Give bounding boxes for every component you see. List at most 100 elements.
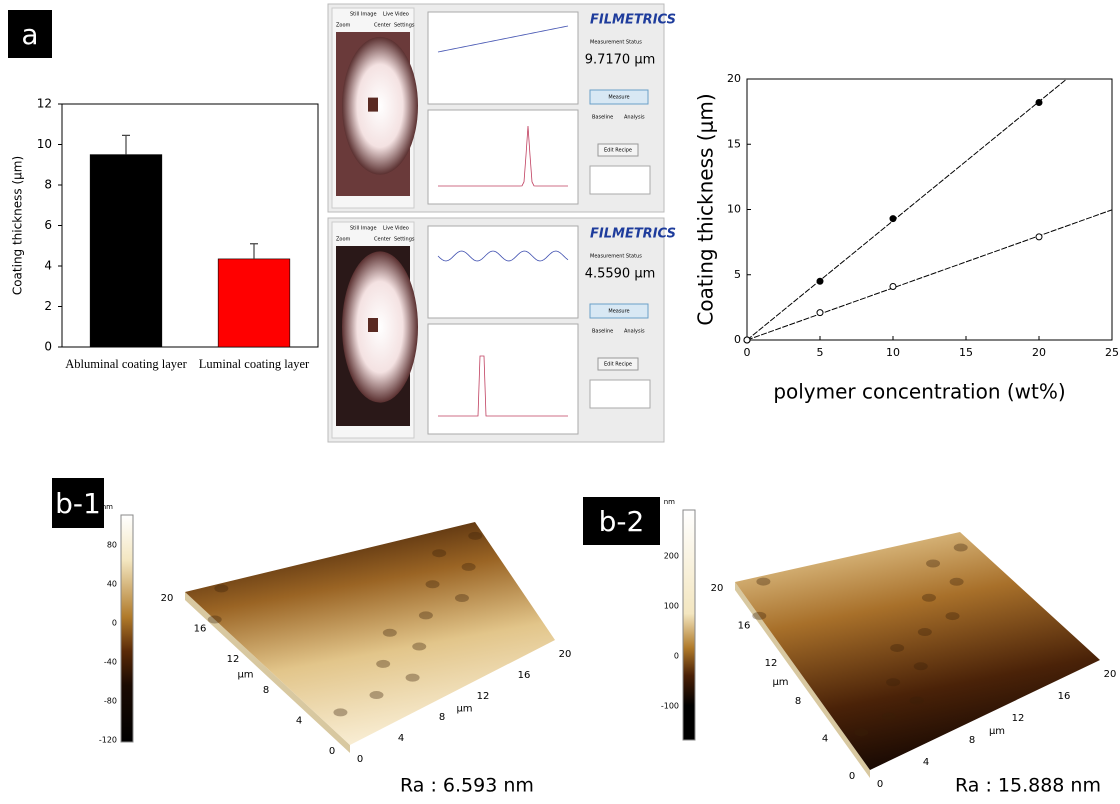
camera-glow bbox=[342, 37, 418, 175]
camera-glow bbox=[342, 251, 418, 402]
brand: FILMETRICS bbox=[590, 227, 676, 242]
button: Center bbox=[374, 237, 392, 243]
status-label: Measurement Status bbox=[590, 254, 642, 260]
action: Baseline bbox=[592, 115, 613, 121]
x-tick-label: Abluminal coating layer bbox=[65, 357, 187, 371]
fit-line bbox=[747, 42, 1112, 340]
panel-label: b-2 bbox=[599, 505, 645, 538]
y-tick-label: 6 bbox=[44, 218, 52, 232]
axis-tick: 8 bbox=[263, 685, 269, 696]
axis-tick: 0 bbox=[849, 771, 855, 782]
axis-tick: 4 bbox=[398, 733, 404, 744]
surface-pit bbox=[756, 578, 770, 586]
colorbar-unit: nm bbox=[664, 498, 675, 506]
surface-pit bbox=[383, 629, 397, 637]
data-point bbox=[890, 216, 896, 222]
data-point bbox=[1036, 99, 1042, 105]
bar bbox=[90, 155, 162, 347]
zoom-label: Zoom bbox=[336, 23, 351, 29]
colorbar-tick: -120 bbox=[99, 736, 117, 745]
axis-unit: μm bbox=[989, 726, 1005, 737]
roughness: Ra : 15.888 nm bbox=[955, 775, 1101, 797]
data-point bbox=[890, 283, 896, 289]
axis-unit: μm bbox=[456, 704, 472, 715]
axis-tick: 12 bbox=[227, 654, 240, 665]
axis-tick: 4 bbox=[923, 757, 929, 768]
thickness-value: 9.7170 μm bbox=[585, 53, 656, 68]
action: Analysis bbox=[624, 115, 645, 121]
axis-tick: 12 bbox=[1012, 713, 1025, 724]
y-tick-label: 5 bbox=[734, 268, 741, 281]
plot-frame bbox=[747, 79, 1112, 340]
button: Settings bbox=[394, 23, 415, 29]
x-tick-label: 0 bbox=[744, 346, 751, 359]
axis-tick: 20 bbox=[559, 649, 572, 660]
graph-pane bbox=[428, 110, 578, 204]
surface-pit bbox=[370, 691, 384, 699]
data-point bbox=[1036, 234, 1042, 240]
surface-pit bbox=[376, 660, 390, 668]
button: Center bbox=[374, 23, 392, 29]
result-box bbox=[590, 166, 650, 194]
roughness: Ra : 6.593 nm bbox=[400, 775, 534, 797]
y-tick-label: 0 bbox=[734, 333, 741, 346]
colorbar-unit: nm bbox=[102, 503, 113, 511]
panel-label: b-1 bbox=[55, 487, 101, 520]
axis-tick: 16 bbox=[738, 621, 751, 632]
surface-pit bbox=[910, 697, 924, 705]
data-point bbox=[817, 278, 823, 284]
error-bar bbox=[250, 244, 258, 259]
y-tick-label: 12 bbox=[37, 97, 52, 111]
y-tick-label: 20 bbox=[727, 72, 741, 85]
axis-tick: 16 bbox=[1058, 691, 1071, 702]
surface-pit bbox=[890, 644, 904, 652]
surface-pit bbox=[950, 578, 964, 586]
camera-spot bbox=[368, 98, 378, 112]
axis-tick: 4 bbox=[296, 715, 302, 726]
bar bbox=[218, 259, 290, 347]
surface bbox=[735, 532, 1100, 770]
tab: Still Image bbox=[350, 226, 377, 232]
x-tick-label: 15 bbox=[959, 346, 973, 359]
axis-tick: 12 bbox=[765, 658, 778, 669]
action: Baseline bbox=[592, 329, 613, 335]
colorbar-tick: 0 bbox=[112, 619, 117, 628]
surface-pit bbox=[333, 708, 347, 716]
zoom-label: Zoom bbox=[336, 237, 351, 243]
surface-pit bbox=[426, 580, 440, 588]
data-point bbox=[817, 310, 823, 316]
surface-pit bbox=[406, 674, 420, 682]
surface-pit bbox=[854, 728, 868, 736]
axis-unit: μm bbox=[237, 670, 253, 681]
tab: Live Video bbox=[383, 12, 409, 18]
y-tick-label: 4 bbox=[44, 259, 52, 273]
axis-tick: 20 bbox=[161, 593, 174, 604]
y-axis-label: Coating thickness (μm) bbox=[694, 93, 718, 325]
button: Settings bbox=[394, 237, 415, 243]
panel-label: a bbox=[21, 18, 38, 51]
surface-pit bbox=[419, 611, 433, 619]
result-box bbox=[590, 380, 650, 408]
surface bbox=[185, 522, 555, 745]
colorbar-tick: 200 bbox=[664, 552, 679, 561]
data-point bbox=[744, 337, 750, 343]
surface-pit bbox=[412, 643, 426, 651]
surface-pit bbox=[752, 612, 766, 620]
y-axis-label: Coating thickness (μm) bbox=[11, 156, 25, 295]
colorbar-tick: 0 bbox=[674, 652, 679, 661]
colorbar-tick: 100 bbox=[664, 602, 679, 611]
surface-pit bbox=[886, 678, 900, 686]
tab: Still Image bbox=[350, 12, 377, 18]
figure: ab-1b-2024681012Coating thickness (μm)Ab… bbox=[0, 0, 1120, 804]
x-tick-label: 20 bbox=[1032, 346, 1046, 359]
y-tick-label: 10 bbox=[37, 137, 52, 151]
x-tick-label: 10 bbox=[886, 346, 900, 359]
recipe-label: Edit Recipe bbox=[604, 148, 632, 154]
axis-tick: 16 bbox=[194, 624, 207, 635]
tab: Live Video bbox=[383, 226, 409, 232]
camera-spot bbox=[368, 318, 378, 332]
axis-tick: 0 bbox=[877, 779, 883, 790]
y-tick-label: 10 bbox=[727, 203, 741, 216]
axis-tick: 8 bbox=[439, 712, 445, 723]
